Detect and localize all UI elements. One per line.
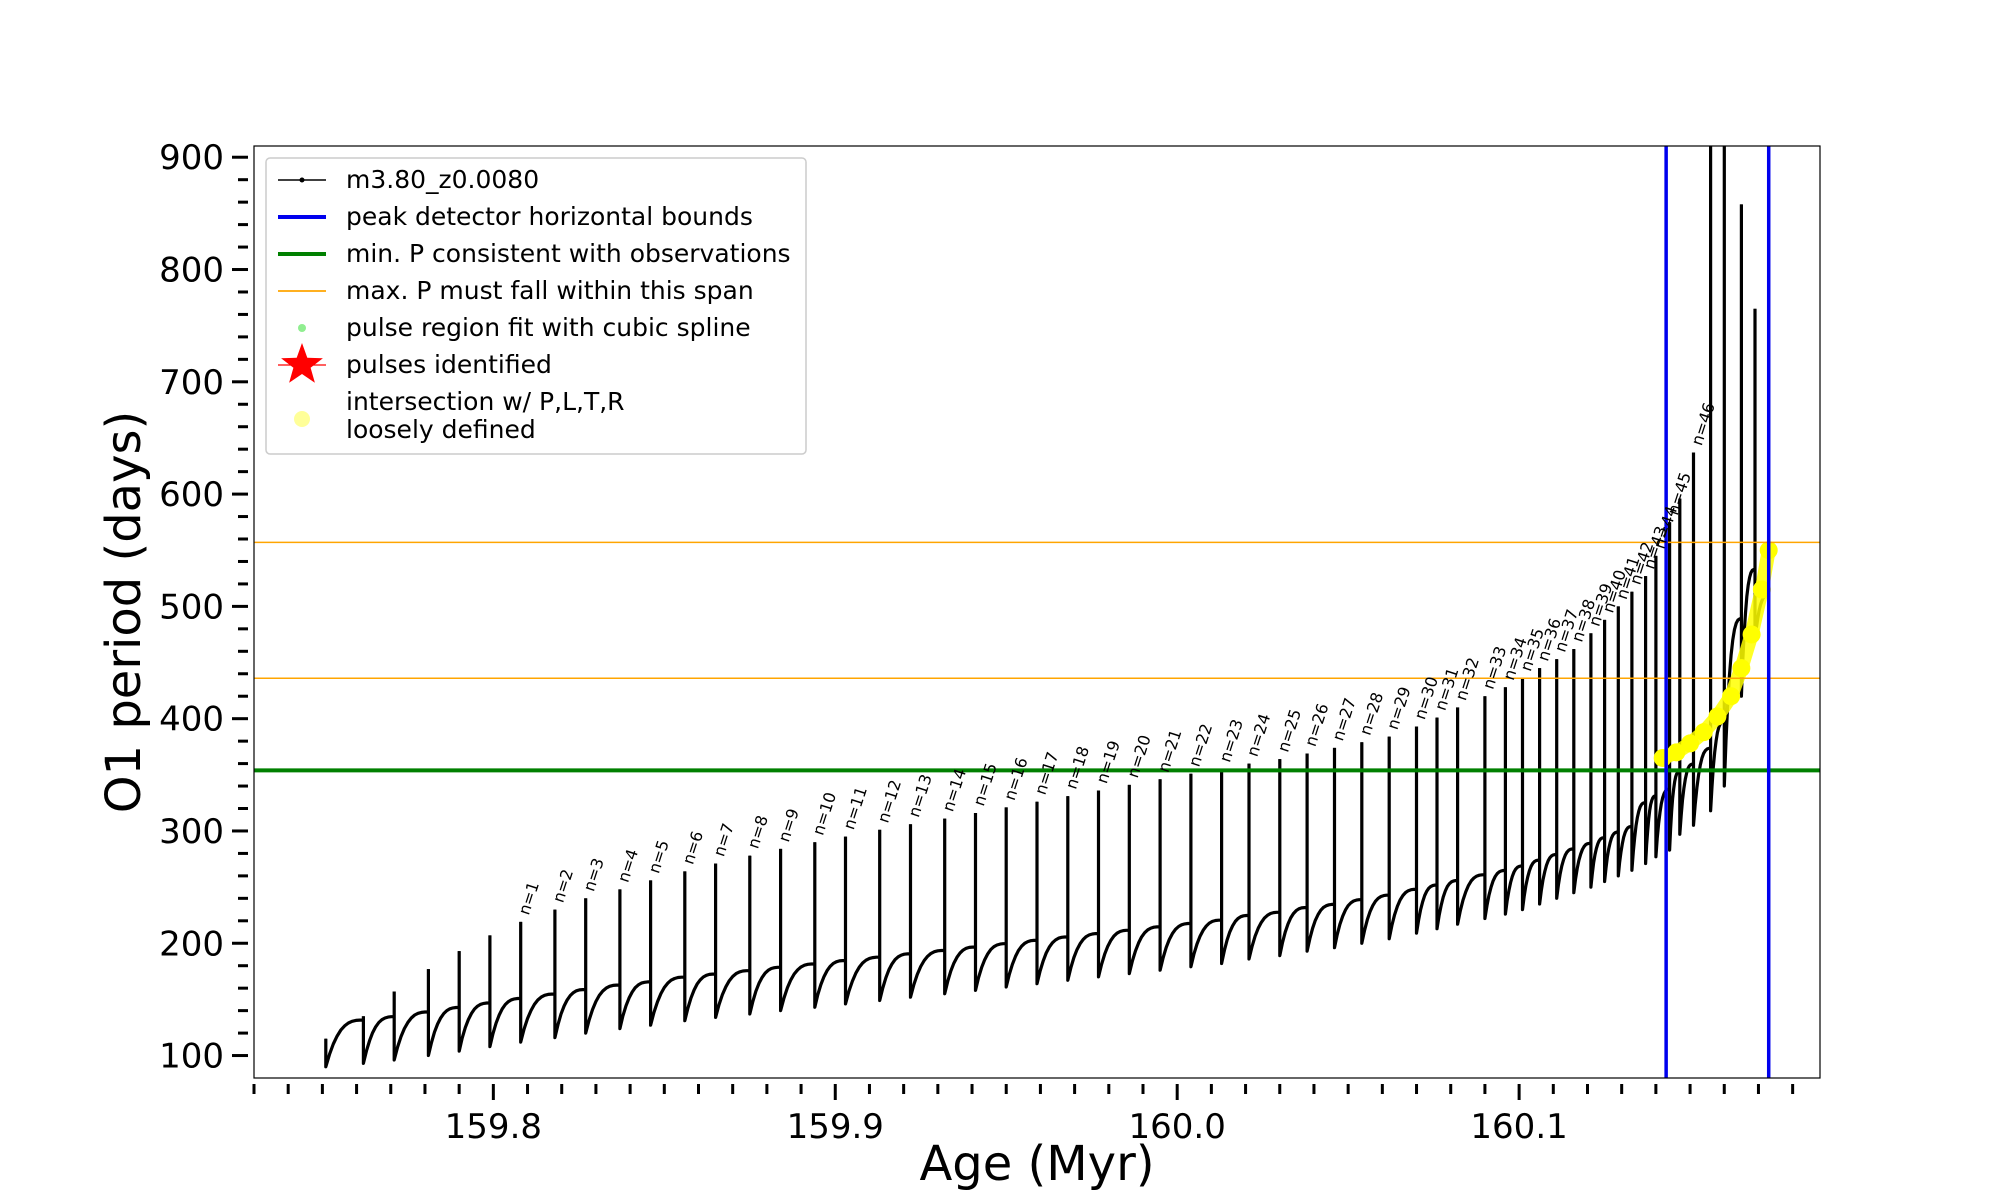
pulse-number-label: n=19 <box>1092 738 1124 786</box>
pulse-number-label: n=25 <box>1273 707 1305 755</box>
pulse-number-label: n=16 <box>1000 755 1032 803</box>
pulse-number-label: n=7 <box>709 821 737 859</box>
x-tick-label: 159.8 <box>445 1107 542 1147</box>
pulse-number-label: n=29 <box>1383 684 1415 732</box>
legend-label: max. P must fall within this span <box>346 276 754 305</box>
legend-label: pulses identified <box>346 350 552 379</box>
pulse-number-label: n=21 <box>1154 727 1186 775</box>
intersection-point <box>1681 734 1700 753</box>
axes-frame <box>253 145 1821 1079</box>
y-tick-label: 900 <box>159 138 224 178</box>
pulse-number-label: n=20 <box>1123 733 1155 781</box>
x-tick-label: 159.9 <box>787 1107 884 1147</box>
legend-label: m3.80_z0.0080 <box>346 165 539 194</box>
pulse-number-label: n=26 <box>1301 701 1333 749</box>
pulse-number-label: n=24 <box>1243 711 1275 759</box>
intersection-point <box>1742 625 1761 644</box>
pulse-number-label: n=1 <box>514 879 542 917</box>
pulse-number-label: n=11 <box>839 784 871 832</box>
pulse-number-label: n=28 <box>1356 690 1388 738</box>
y-tick-label: 800 <box>159 251 224 291</box>
pulse-number-label: n=22 <box>1185 721 1217 769</box>
pulse-number-label: n=12 <box>873 777 905 825</box>
series-line-model <box>324 146 1769 1069</box>
pulse-number-label: n=6 <box>679 829 707 867</box>
series-layer <box>324 146 1778 1069</box>
pulse-number-label: n=14 <box>938 766 970 814</box>
intersection-point <box>1667 743 1686 762</box>
y-tick-label: 100 <box>159 1037 224 1077</box>
pulse-number-label: n=5 <box>644 838 672 876</box>
pulse-number-label: n=8 <box>744 813 772 851</box>
intersection-point <box>1694 723 1713 742</box>
legend-label: intersection w/ P,L,T,R loosely defined <box>346 387 625 444</box>
legend-label: peak detector horizontal bounds <box>346 202 753 231</box>
reference-lines <box>254 146 1820 1078</box>
pulse-number-label: n=3 <box>579 856 607 894</box>
pulse-number-label: n=27 <box>1328 695 1360 743</box>
y-axis-label: O1 period (days) <box>96 411 152 814</box>
legend-label: min. P consistent with observations <box>346 239 791 268</box>
pulse-number-label: n=10 <box>808 790 840 838</box>
y-tick-label: 400 <box>159 700 224 740</box>
y-tick-label: 600 <box>159 475 224 515</box>
pulse-number-label: n=9 <box>774 806 802 844</box>
intersection-point <box>1708 707 1727 726</box>
legend-box <box>265 157 807 455</box>
pulse-number-label: n=15 <box>969 761 1001 809</box>
pulse-number-label: n=4 <box>614 847 642 885</box>
pulse-number-label: n=45 <box>1663 470 1695 518</box>
y-tick-label: 200 <box>159 924 224 964</box>
x-tick-label: 160.0 <box>1129 1107 1226 1147</box>
pulse-number-label: n=2 <box>549 867 577 905</box>
y-tick-label: 700 <box>159 363 224 403</box>
x-tick-label: 160.1 <box>1470 1107 1567 1147</box>
legend-label: pulse region fit with cubic spline <box>346 313 751 342</box>
y-tick-label: 300 <box>159 812 224 852</box>
legend-handle <box>298 324 306 332</box>
pulse-number-label: n=46 <box>1687 400 1719 448</box>
x-axis-label: Age (Myr) <box>919 1136 1154 1192</box>
legend-handle <box>294 411 310 427</box>
intersection-point <box>1732 659 1751 678</box>
pulse-number-label: n=23 <box>1215 717 1247 765</box>
intersection-point <box>1752 580 1771 599</box>
pulse-number-label: n=13 <box>904 772 936 820</box>
y-tick-label: 500 <box>159 587 224 627</box>
pulse-number-label: n=17 <box>1031 749 1063 797</box>
axis-ticks: 159.8 159.9 160.0 160.1 100 200 300 400 500 600 70… <box>159 138 1795 1147</box>
pulse-number-label: n=18 <box>1062 744 1094 792</box>
intersection-point <box>1722 687 1741 706</box>
legend-handle <box>281 343 323 383</box>
